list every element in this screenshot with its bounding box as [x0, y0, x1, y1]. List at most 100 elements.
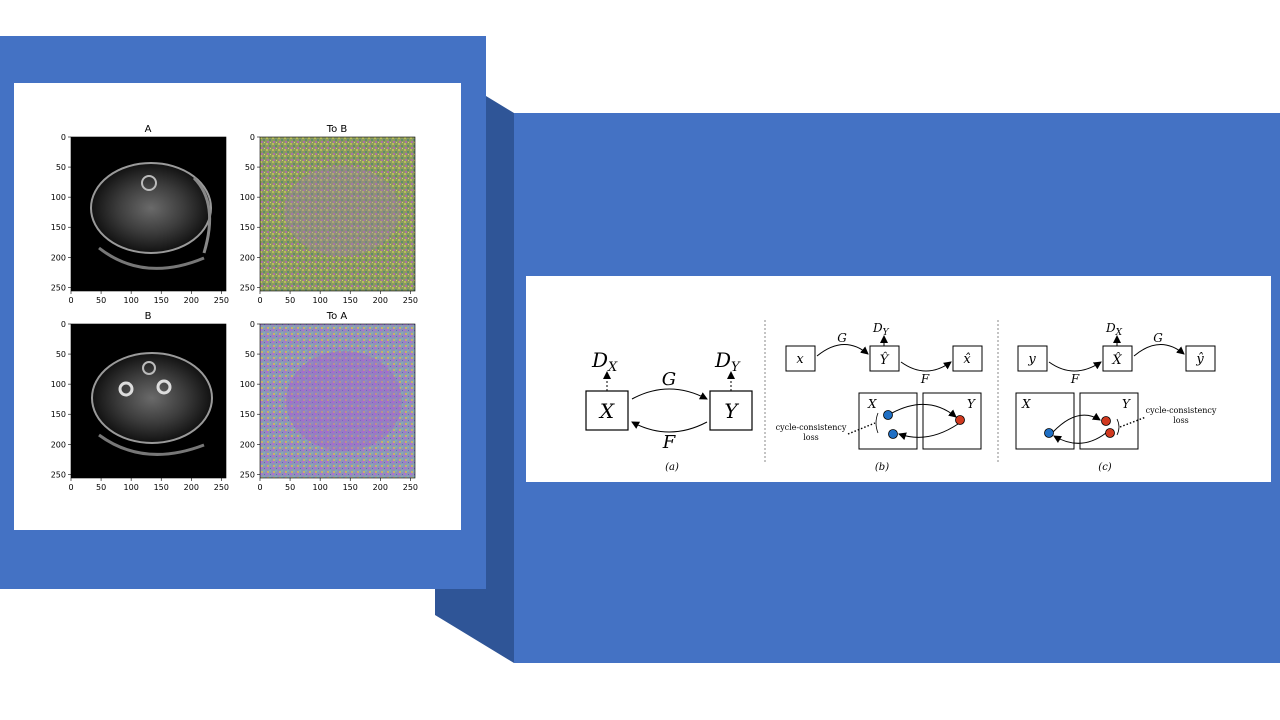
y-tick-label: 200	[240, 253, 255, 262]
diagram-a: DX DY X Y G F (a)	[585, 348, 753, 473]
x-tick-label: 250	[214, 296, 229, 305]
b-xhat-label: x̂	[963, 352, 971, 367]
y-tick-label: 150	[51, 410, 66, 419]
x-tick-label: 200	[373, 483, 388, 492]
b-point-red	[955, 415, 965, 425]
b-point-blue-2	[888, 429, 898, 439]
b-loss-line2: loss	[803, 433, 819, 442]
x-tick-label: 100	[124, 483, 139, 492]
panel-frame	[70, 323, 227, 479]
a-f-label: F	[662, 432, 677, 453]
panel-to-b-title: To B	[326, 124, 348, 135]
x-tick-label: 100	[313, 483, 328, 492]
x-tick-label: 100	[124, 296, 139, 305]
x-tick-label: 0	[68, 483, 73, 492]
panel-b-title: B	[145, 311, 152, 322]
x-tick-label: 200	[373, 296, 388, 305]
cyclegan-diagram: DX DY X Y G F (a) x Ŷ x̂ DY G	[526, 276, 1271, 482]
diagram-c: y X̂ ŷ DX F G X Y cycle-consistency loss…	[1015, 321, 1217, 473]
c-point-red-1	[1101, 416, 1111, 426]
x-tick-label: 0	[257, 296, 262, 305]
a-box-x	[585, 390, 629, 431]
y-tick-label: 0	[61, 133, 66, 142]
b-g-label: G	[837, 331, 847, 345]
c-box-yhat	[1185, 345, 1216, 372]
c-yhat-label: ŷ	[1195, 352, 1204, 367]
axis-ticks: 0050501001001501502002002502500050501001…	[51, 133, 418, 492]
x-tick-label: 0	[257, 483, 262, 492]
y-tick-label: 250	[51, 283, 66, 292]
c-xhat-label: X̂	[1111, 352, 1122, 368]
a-y-label: Y	[724, 399, 739, 423]
panel-to-a-title: To A	[326, 311, 348, 322]
panel-a: A	[71, 124, 226, 291]
x-tick-label: 250	[403, 296, 418, 305]
panel-b: B	[71, 311, 226, 478]
c-y-label: y	[1027, 352, 1036, 367]
c-dx-label: DX	[1105, 321, 1123, 338]
panel-frame	[259, 136, 416, 292]
cyclegan-results-figure: A To B B To A 0 0 50 50 10	[14, 83, 461, 530]
x-tick-label: 50	[285, 483, 295, 492]
b-domain-y-label: Y	[967, 397, 976, 411]
y-tick-label: 50	[56, 350, 66, 359]
c-domain-y	[1079, 392, 1139, 450]
y-tick-label: 100	[51, 193, 66, 202]
x-tick-label: 150	[343, 296, 358, 305]
a-g-label: G	[662, 369, 676, 390]
c-caption: (c)	[1098, 462, 1112, 473]
y-tick-label: 100	[51, 380, 66, 389]
b-dy-label: DY	[872, 321, 890, 338]
c-domain-x-label: X	[1021, 397, 1031, 411]
panel-frame	[259, 323, 416, 479]
x-tick-label: 50	[96, 296, 106, 305]
x-tick-label: 100	[313, 296, 328, 305]
b-domain-x	[858, 392, 918, 450]
c-domain-x	[1015, 392, 1075, 450]
y-tick-label: 50	[56, 163, 66, 172]
y-tick-label: 150	[51, 223, 66, 232]
x-tick-label: 150	[154, 296, 169, 305]
y-tick-label: 200	[240, 440, 255, 449]
b-box-xhat	[952, 345, 983, 372]
a-x-label: X	[598, 399, 615, 423]
y-tick-label: 200	[51, 440, 66, 449]
a-box-y	[709, 390, 753, 431]
y-tick-label: 0	[250, 320, 255, 329]
x-tick-label: 150	[154, 483, 169, 492]
b-domain-y	[922, 392, 982, 450]
panel-to-b: To B	[260, 124, 415, 291]
c-box-y	[1017, 345, 1048, 372]
c-f-label: F	[1070, 372, 1080, 386]
x-tick-label: 250	[214, 483, 229, 492]
b-x-label: x	[796, 352, 804, 367]
b-point-blue-1	[883, 410, 893, 420]
a-dy-label: DY	[714, 348, 741, 375]
c-g-label: G	[1153, 331, 1163, 345]
c-point-red-2	[1105, 428, 1115, 438]
y-tick-label: 250	[51, 470, 66, 479]
y-tick-label: 150	[240, 223, 255, 232]
y-tick-label: 250	[240, 470, 255, 479]
b-domain-x-label: X	[867, 397, 877, 411]
diagram-b: x Ŷ x̂ DY G F X Y cycle-consistency loss…	[776, 321, 983, 473]
c-domain-y-label: Y	[1122, 397, 1131, 411]
x-tick-label: 250	[403, 483, 418, 492]
b-f-label: F	[920, 372, 930, 386]
a-dx-label: DX	[591, 348, 618, 375]
y-tick-label: 100	[240, 193, 255, 202]
x-tick-label: 150	[343, 483, 358, 492]
y-tick-label: 0	[61, 320, 66, 329]
c-loss-line2: loss	[1173, 416, 1189, 425]
x-tick-label: 200	[184, 296, 199, 305]
panel-to-a: To A	[260, 311, 415, 478]
y-tick-label: 50	[245, 350, 255, 359]
b-yhat-label: Ŷ	[880, 352, 890, 368]
b-loss-line1: cycle-consistency	[776, 423, 847, 432]
x-tick-label: 50	[96, 483, 106, 492]
panel-frame	[70, 136, 227, 292]
b-caption: (b)	[875, 462, 889, 473]
c-loss-line1: cycle-consistency	[1146, 406, 1217, 415]
x-tick-label: 0	[68, 296, 73, 305]
